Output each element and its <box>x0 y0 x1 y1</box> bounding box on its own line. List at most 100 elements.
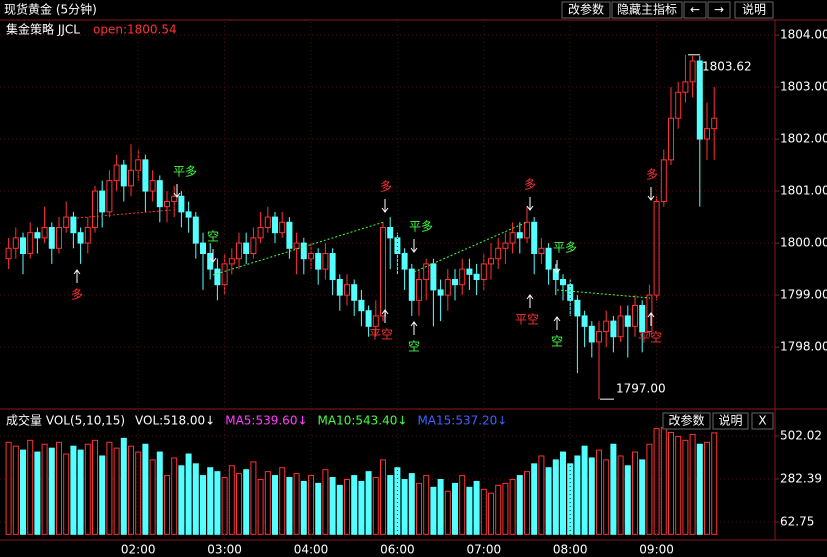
toolbar-button-label[interactable]: 说明 <box>742 2 766 17</box>
volume-bar <box>5 441 12 535</box>
panel-button-label[interactable]: 改参数 <box>668 413 704 428</box>
annotation-label: 1797.00 <box>616 382 666 396</box>
volume-bar <box>416 482 422 535</box>
signal-arrow <box>410 321 418 335</box>
y-tick-label: 1800.00 <box>780 236 827 250</box>
volume-bar <box>322 469 329 535</box>
volume-bar <box>380 459 386 535</box>
volume-bar <box>459 475 466 535</box>
panel-button[interactable] <box>712 412 749 430</box>
volume-bar <box>588 457 595 535</box>
toolbar-button-label[interactable]: → <box>714 3 724 17</box>
candle-body <box>293 242 300 249</box>
volume-bar <box>646 443 653 535</box>
volume-bar <box>200 475 206 535</box>
signal-label: 空 <box>551 335 563 349</box>
volume-bar <box>372 477 379 535</box>
volume-bar <box>509 478 516 535</box>
signal-arrow <box>73 269 81 283</box>
panel-button-label[interactable]: 说明 <box>718 413 742 428</box>
candle-body <box>113 164 120 182</box>
volume-bar <box>142 443 149 535</box>
candle-body <box>41 226 48 239</box>
volume-bar <box>84 443 91 535</box>
candle-body <box>236 242 242 260</box>
volume-bar <box>596 449 602 535</box>
volume-bar <box>243 469 250 535</box>
candle-body <box>329 252 336 281</box>
x-tick-label: 02:00 <box>121 543 156 557</box>
candle-body <box>516 232 523 239</box>
candle-body <box>243 242 250 254</box>
signal-arrow <box>553 316 561 330</box>
panel-button[interactable] <box>751 412 774 430</box>
volume-bar <box>430 486 437 535</box>
candle-body <box>401 252 408 270</box>
toolbar-button[interactable] <box>734 1 774 19</box>
candle-body <box>617 315 624 338</box>
candle-body <box>178 195 185 213</box>
volume-bar <box>581 445 588 535</box>
toolbar-button[interactable] <box>683 1 707 19</box>
candle-body <box>358 299 365 312</box>
candle-body <box>351 284 358 301</box>
signal-label: 多 <box>646 168 658 182</box>
candle-body <box>27 232 34 254</box>
signal-arrow <box>647 187 655 201</box>
candle-body <box>120 164 127 187</box>
candle-body <box>452 279 458 286</box>
y-tick-label: 1803.00 <box>780 80 827 94</box>
signal-label: 平空 <box>638 331 662 345</box>
candle-body <box>480 263 487 281</box>
volume-bar <box>524 471 530 535</box>
annotation-label: 1803.62 <box>702 59 752 73</box>
candle-body <box>416 279 422 301</box>
trade-line <box>413 221 528 273</box>
volume-bar <box>387 475 394 535</box>
indicator-label: MA5:539.60↓ <box>225 414 307 428</box>
volume-bar <box>423 475 430 535</box>
signal-label: 平多 <box>553 241 577 255</box>
volume-bar <box>120 437 127 535</box>
candle-body <box>250 237 257 254</box>
toolbar-button-label[interactable]: ← <box>690 3 700 17</box>
toolbar-button-label[interactable]: 隐藏主指标 <box>617 2 677 17</box>
toolbar-button[interactable] <box>707 1 731 19</box>
volume-bar <box>437 478 444 535</box>
y-tick-label: 1804.00 <box>780 28 827 42</box>
panel-button-label[interactable]: X <box>758 414 766 428</box>
signal-label: 平多 <box>409 220 433 234</box>
candle-body <box>171 195 178 202</box>
toolbar-button[interactable] <box>561 1 611 19</box>
signal-label: 平空 <box>369 328 393 342</box>
toolbar-button-label[interactable]: 改参数 <box>568 2 604 17</box>
toolbar-button[interactable] <box>611 1 683 19</box>
candle-body <box>99 190 106 213</box>
candle-body <box>596 331 602 343</box>
candle-body <box>92 190 98 228</box>
volume-bar <box>135 451 142 535</box>
volume-bar <box>401 478 408 535</box>
candle-body <box>214 268 221 286</box>
signal-arrow <box>526 197 534 211</box>
candle-body <box>466 268 473 275</box>
candle-body <box>603 320 610 333</box>
candle-body <box>531 221 538 254</box>
candle-body <box>394 237 401 254</box>
candle-body <box>488 258 494 265</box>
volume-bar <box>552 459 559 535</box>
volume-bar <box>315 482 322 535</box>
volume-bar <box>214 471 221 535</box>
volume-bar <box>639 459 646 535</box>
trade-line <box>212 221 385 276</box>
candle-body <box>588 325 595 343</box>
candle-body <box>365 310 372 327</box>
candle-body <box>408 268 415 301</box>
signal-label: 空 <box>408 340 420 354</box>
candle-body <box>322 252 329 270</box>
candle-body <box>142 159 149 192</box>
volume-bar <box>336 484 343 535</box>
y-tick-label: 1799.00 <box>780 288 827 302</box>
candle-body <box>185 211 192 218</box>
panel-button[interactable] <box>662 412 711 430</box>
